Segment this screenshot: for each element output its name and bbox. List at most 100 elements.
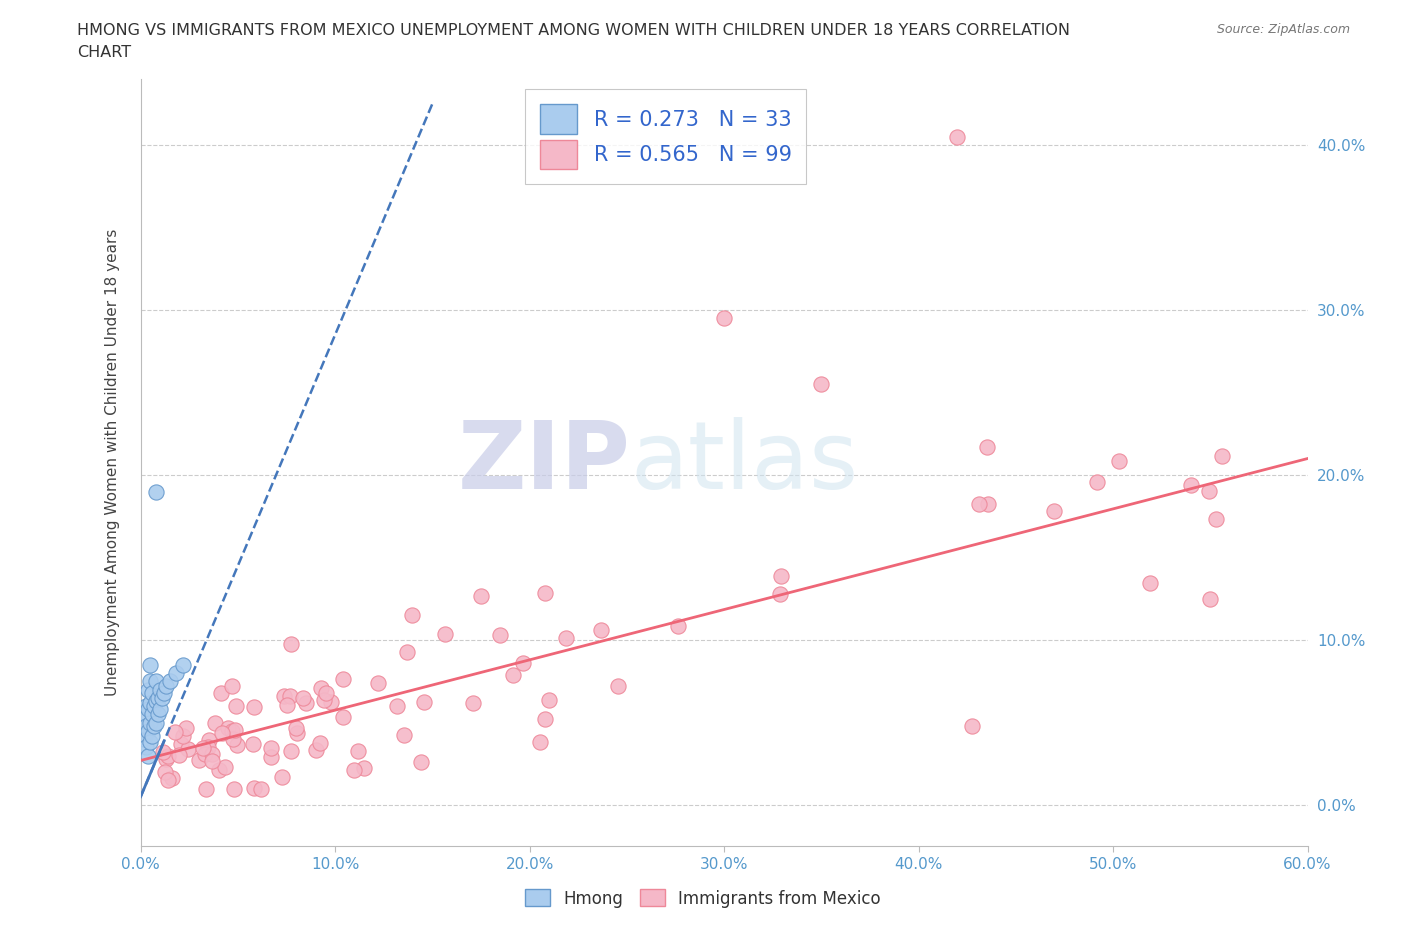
Point — [271, 769, 294, 784]
Point — [149, 702, 172, 717]
Point — [260, 740, 283, 755]
Point — [225, 698, 247, 713]
Point — [353, 760, 375, 775]
Point — [141, 707, 163, 722]
Legend: R = 0.273   N = 33, R = 0.565   N = 99: R = 0.273 N = 33, R = 0.565 N = 99 — [524, 89, 807, 184]
Point — [347, 743, 370, 758]
Point — [769, 587, 792, 602]
Point — [315, 685, 337, 700]
Point — [960, 719, 983, 734]
Point — [401, 607, 423, 622]
Point — [156, 749, 179, 764]
Point — [285, 721, 308, 736]
Point — [195, 781, 218, 796]
Point — [165, 724, 187, 739]
Point — [188, 752, 211, 767]
Point — [204, 715, 226, 730]
Point — [139, 715, 162, 730]
Point — [976, 440, 998, 455]
Point — [138, 724, 160, 738]
Point — [280, 743, 302, 758]
Point — [135, 698, 157, 713]
Point — [946, 129, 969, 144]
Point — [214, 759, 236, 774]
Point — [396, 644, 419, 659]
Point — [502, 668, 524, 683]
Point — [1199, 591, 1222, 606]
Point — [589, 622, 612, 637]
Point — [155, 751, 177, 766]
Point — [209, 685, 232, 700]
Point — [145, 485, 167, 499]
Point — [367, 676, 389, 691]
Point — [157, 772, 180, 787]
Point — [172, 658, 194, 672]
Point — [138, 702, 160, 717]
Point — [242, 737, 264, 751]
Point — [332, 671, 354, 686]
Point — [278, 689, 301, 704]
Point — [226, 737, 249, 752]
Point — [155, 679, 177, 694]
Point — [134, 707, 156, 722]
Point — [295, 696, 318, 711]
Point — [146, 690, 169, 705]
Point — [145, 715, 167, 730]
Point — [412, 695, 434, 710]
Point — [292, 690, 315, 705]
Point — [967, 497, 990, 512]
Point — [222, 781, 245, 796]
Point — [319, 695, 342, 710]
Point — [770, 569, 793, 584]
Text: Source: ZipAtlas.com: Source: ZipAtlas.com — [1216, 23, 1350, 36]
Point — [170, 737, 193, 751]
Point — [243, 700, 266, 715]
Point — [139, 696, 162, 711]
Point — [197, 739, 219, 754]
Point — [145, 694, 167, 709]
Point — [529, 735, 551, 750]
Point — [285, 725, 308, 740]
Point — [134, 732, 156, 747]
Point — [534, 586, 557, 601]
Point — [385, 699, 408, 714]
Point — [242, 781, 264, 796]
Point — [217, 720, 239, 735]
Point — [143, 698, 166, 713]
Point — [666, 618, 689, 633]
Text: ZIP: ZIP — [458, 417, 631, 509]
Point — [153, 764, 176, 779]
Point — [713, 311, 735, 325]
Point — [176, 721, 198, 736]
Point — [152, 745, 174, 760]
Point — [332, 710, 354, 724]
Point — [309, 681, 332, 696]
Point — [512, 656, 534, 671]
Point — [198, 733, 221, 748]
Point — [607, 678, 630, 693]
Point — [280, 636, 302, 651]
Text: HMONG VS IMMIGRANTS FROM MEXICO UNEMPLOYMENT AMONG WOMEN WITH CHILDREN UNDER 18 : HMONG VS IMMIGRANTS FROM MEXICO UNEMPLOY… — [77, 23, 1070, 38]
Point — [160, 771, 183, 786]
Point — [165, 666, 187, 681]
Point — [276, 698, 298, 712]
Point — [810, 377, 832, 392]
Point — [470, 589, 492, 604]
Point — [208, 763, 231, 777]
Point — [1211, 449, 1233, 464]
Point — [224, 723, 246, 737]
Point — [1108, 454, 1130, 469]
Y-axis label: Unemployment Among Women with Children Under 18 years: Unemployment Among Women with Children U… — [105, 229, 120, 697]
Point — [273, 688, 295, 703]
Point — [221, 724, 243, 738]
Point — [260, 750, 283, 764]
Point — [211, 725, 233, 740]
Point — [1205, 512, 1227, 526]
Point — [1043, 503, 1066, 518]
Point — [392, 728, 415, 743]
Point — [309, 735, 332, 750]
Point — [1198, 484, 1220, 498]
Point — [489, 627, 512, 642]
Point — [143, 718, 166, 733]
Point — [1085, 474, 1108, 489]
